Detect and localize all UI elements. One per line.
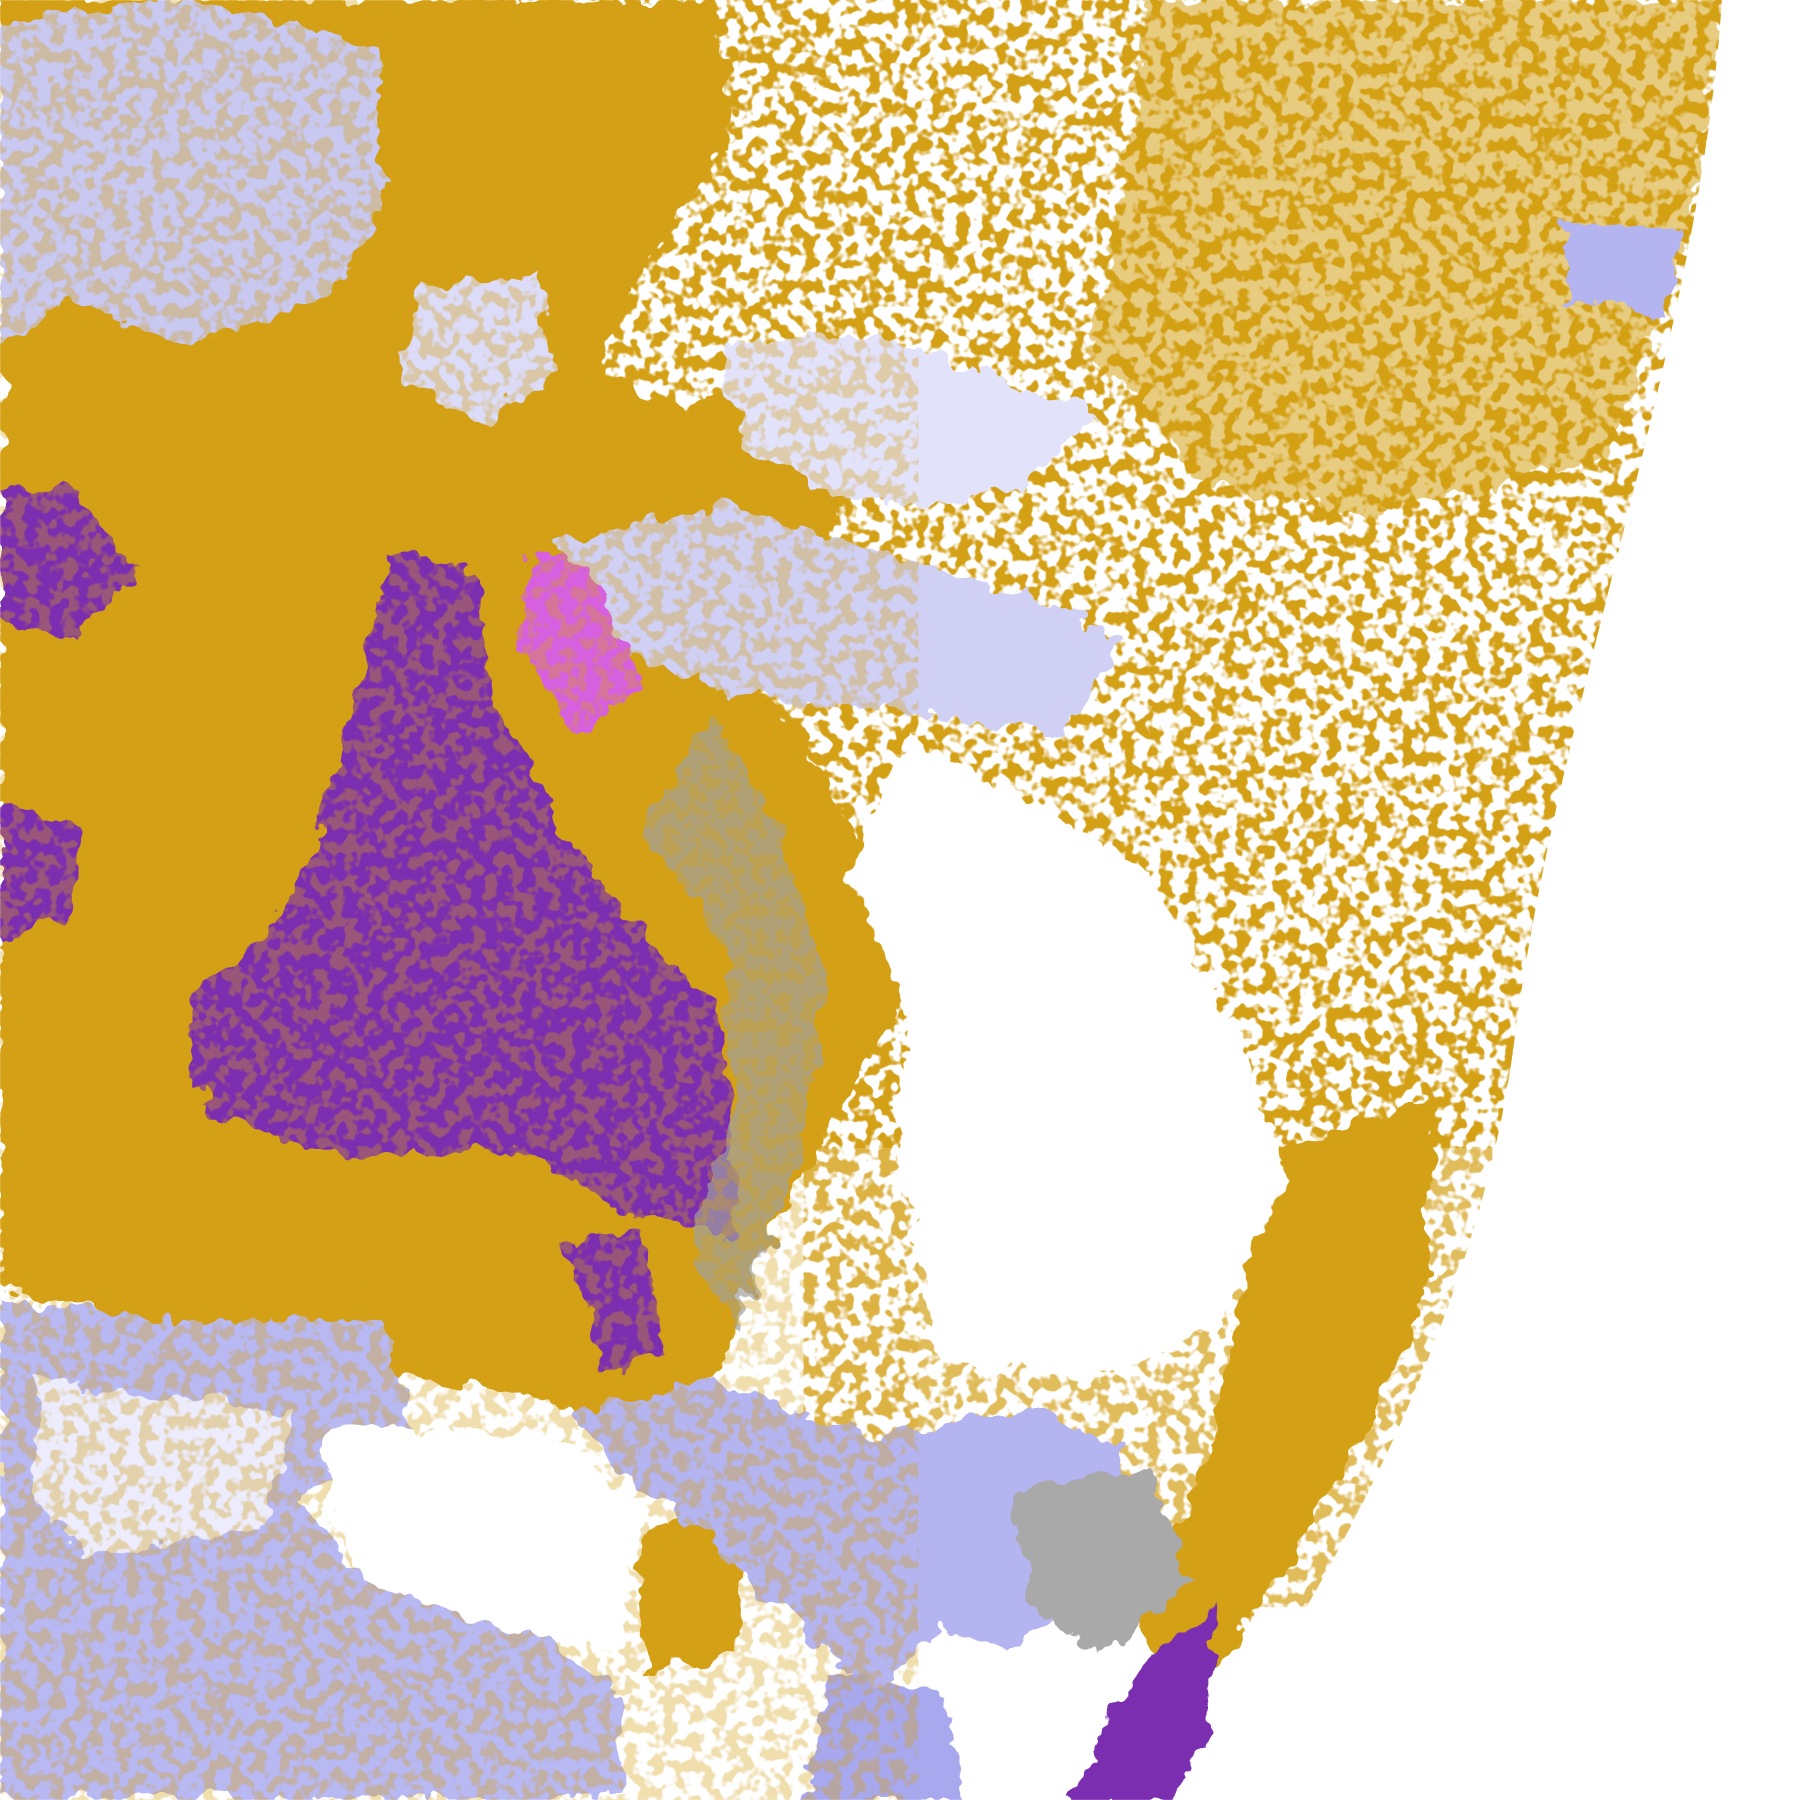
gold-region-limb <box>1136 1102 1435 1699</box>
clear-sky-south <box>321 1423 643 1654</box>
purple-region-se <box>1067 1607 1217 1800</box>
gold-region-ne <box>1090 0 1722 517</box>
lavender-cloud-east <box>1561 218 1677 322</box>
earth-disk <box>0 0 1722 1800</box>
gray-cloud <box>1010 1469 1194 1654</box>
clear-sky <box>849 734 1286 1378</box>
